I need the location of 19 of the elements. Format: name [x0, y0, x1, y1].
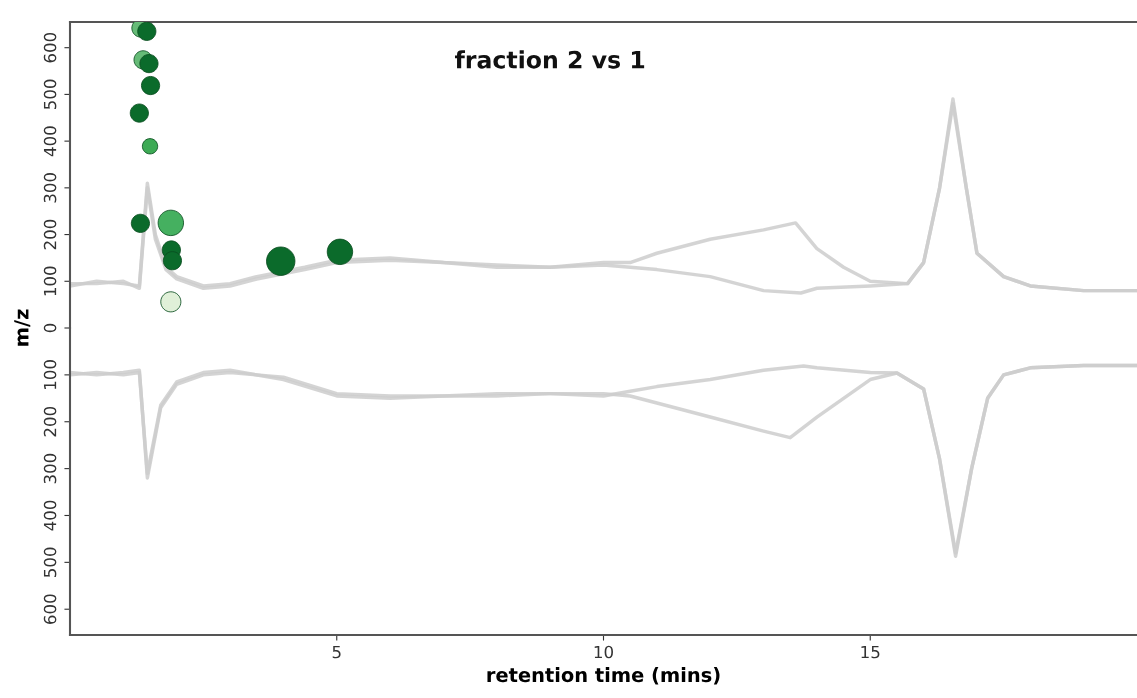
- y-tick-label: 600: [43, 32, 57, 63]
- y-tick-label: 600: [43, 594, 57, 624]
- x-tick-label: 15: [861, 645, 880, 659]
- x-tick-label: 5: [332, 645, 341, 659]
- y-tick-label: 100: [43, 360, 57, 389]
- y-tick-label: 200: [43, 406, 57, 437]
- y-tick-label: 100: [43, 266, 57, 296]
- y-axis-title: m/z: [14, 309, 31, 346]
- x-axis-title: retention time (mins): [487, 667, 720, 685]
- y-tick-label: 500: [43, 547, 57, 577]
- text: fraction 2 vs 1: [454, 50, 645, 69]
- y-tick-label: 200: [43, 219, 57, 250]
- y-tick-label: 500: [43, 79, 57, 110]
- y-tick-label: 400: [43, 126, 57, 157]
- x-tick-label: 10: [594, 645, 613, 659]
- y-tick-label: 300: [43, 173, 57, 203]
- y-tick-label: 400: [43, 500, 57, 531]
- y-tick-label: 300: [43, 453, 57, 484]
- y-tick-label: 0: [43, 323, 57, 333]
